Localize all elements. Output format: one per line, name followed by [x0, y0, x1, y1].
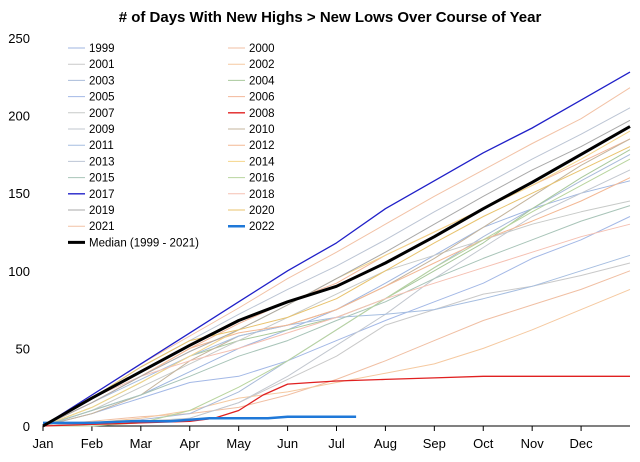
legend-label-2022: 2022: [249, 221, 275, 233]
y-tick-label: 150: [8, 186, 30, 201]
x-tick-label: May: [226, 436, 251, 451]
legend-label-2010: 2010: [249, 124, 275, 136]
legend-label-2011: 2011: [89, 140, 114, 152]
axes: 0 50 100 150 200 250 Jan Feb Mar Apr May Jun Jul Aug S…: [8, 31, 630, 451]
legend-label-2007: 2007: [89, 108, 115, 120]
legend-label-2016: 2016: [249, 173, 275, 185]
series-line-2017: [42, 71, 631, 427]
legend-label-2002: 2002: [249, 59, 275, 71]
legend-label-2021: 2021: [89, 221, 115, 233]
legend-label-2015: 2015: [89, 173, 115, 185]
legend-label-2012: 2012: [249, 140, 275, 152]
x-tick-label: Oct: [473, 436, 494, 451]
legend-label-2003: 2003: [89, 75, 115, 87]
series-line-2007: [42, 200, 631, 427]
series-line-2000: [42, 270, 631, 427]
legend-label-2018: 2018: [249, 189, 275, 201]
x-tick-label: Apr: [180, 436, 201, 451]
legend-label-2014: 2014: [249, 156, 275, 168]
legend-label-2017: 2017: [89, 189, 115, 201]
x-tick-label: Jan: [33, 436, 54, 451]
legend-label-2005: 2005: [89, 92, 115, 104]
y-tick-label: 250: [8, 31, 30, 46]
legend-label-2001: 2001: [89, 59, 115, 71]
legend: 1999 2000 2001 2002 2003 2004 2005 2006 2007 2008…: [68, 43, 275, 249]
legend-label-1999: 1999: [89, 43, 115, 55]
x-tick-label: Jun: [277, 436, 298, 451]
y-tick-label: 50: [16, 341, 30, 356]
series-line-2002: [42, 288, 631, 427]
chart-title: # of Days With New Highs > New Lows Over…: [119, 9, 542, 26]
x-tick-label: Nov: [521, 436, 545, 451]
y-tick-label: 0: [23, 419, 30, 434]
legend-label-median-1999-2021: Median (1999 - 2021): [89, 237, 199, 249]
y-tick-label: 100: [8, 264, 30, 279]
series-line-2019: [42, 119, 631, 427]
series-line-2016: [43, 158, 631, 427]
legend-label-2004: 2004: [249, 75, 275, 87]
legend-label-2009: 2009: [89, 124, 115, 136]
x-tick-label: Aug: [374, 436, 397, 451]
x-tick-label: Dec: [570, 436, 594, 451]
series-line-2022: [43, 415, 357, 425]
x-tick-label: Sep: [423, 436, 446, 451]
series-line-2005: [42, 216, 631, 427]
y-tick-label: 200: [8, 109, 30, 124]
legend-label-2019: 2019: [89, 205, 115, 217]
legend-label-2006: 2006: [249, 92, 275, 104]
series-line-2020: [42, 146, 631, 427]
x-tick-label: Feb: [81, 436, 103, 451]
x-tick-label: Mar: [130, 436, 153, 451]
legend-label-2013: 2013: [89, 156, 115, 168]
series-layer: [42, 71, 631, 428]
series-line-2003: [42, 153, 631, 427]
legend-label-2020: 2020: [249, 205, 275, 217]
series-line-2015: [42, 205, 631, 427]
legend-label-2000: 2000: [249, 43, 275, 55]
x-tick-label: Jul: [328, 436, 345, 451]
legend-label-2008: 2008: [249, 108, 275, 120]
series-line-median-1999-2021: [42, 125, 631, 428]
series-line-2021: [42, 87, 631, 427]
